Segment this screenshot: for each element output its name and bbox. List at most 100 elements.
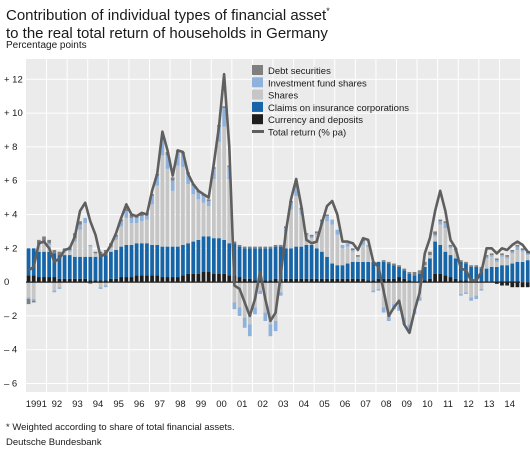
bar-debt xyxy=(263,246,268,249)
bar-debt xyxy=(469,265,473,267)
x-tick-label: 03 xyxy=(278,399,289,410)
bar-debt xyxy=(381,260,386,262)
bar-funds xyxy=(489,255,494,257)
bar-debt xyxy=(26,299,31,305)
bar-funds xyxy=(109,246,113,249)
bar-shares xyxy=(392,282,396,305)
bar-debt xyxy=(31,300,36,303)
bar-debt xyxy=(510,250,515,252)
bar-insurance xyxy=(103,255,108,281)
bar-shares xyxy=(26,282,31,298)
bar-insurance xyxy=(62,255,67,279)
bar-debt xyxy=(417,270,422,274)
y-tick-label: + 6 xyxy=(4,176,17,187)
bar-insurance xyxy=(386,263,391,279)
bar-insurance xyxy=(139,243,144,276)
bar-insurance xyxy=(458,261,463,281)
bar-shares xyxy=(289,209,293,249)
bar-currency xyxy=(464,280,468,283)
bar-funds xyxy=(438,221,443,225)
bar-insurance xyxy=(134,243,139,276)
bar-shares xyxy=(155,185,160,245)
bar-insurance xyxy=(119,246,124,278)
bar-funds xyxy=(145,214,149,220)
bar-insurance xyxy=(479,268,484,283)
bar-currency xyxy=(93,280,98,283)
bar-currency xyxy=(145,275,149,283)
x-tick-label: 98 xyxy=(175,399,186,410)
bar-funds xyxy=(57,287,62,289)
bar-debt xyxy=(397,265,401,267)
bar-funds xyxy=(469,297,473,301)
bar-insurance xyxy=(335,265,340,279)
bar-insurance xyxy=(67,255,72,279)
bar-debt xyxy=(258,246,262,249)
bar-shares xyxy=(273,282,278,322)
bar-insurance xyxy=(469,266,473,283)
bar-insurance xyxy=(325,256,329,279)
bar-insurance xyxy=(98,255,103,281)
bar-funds xyxy=(479,288,484,291)
footnote: * Weighted according to share of total f… xyxy=(6,422,235,433)
bar-currency xyxy=(62,278,67,283)
bar-debt xyxy=(448,244,453,247)
chart-title-line2: to the real total return of households i… xyxy=(6,25,328,42)
bar-shares xyxy=(474,282,479,296)
bar-funds xyxy=(31,299,36,301)
bar-currency xyxy=(510,282,515,288)
bar-currency xyxy=(520,282,525,288)
bar-funds xyxy=(381,307,386,313)
bar-shares xyxy=(505,258,509,266)
bar-debt xyxy=(170,177,175,181)
bar-insurance xyxy=(484,268,489,283)
bar-insurance xyxy=(278,246,283,279)
bar-insurance xyxy=(175,246,180,278)
bar-insurance xyxy=(381,261,386,279)
bar-debt xyxy=(206,199,211,201)
bar-funds xyxy=(361,241,365,245)
bar-currency xyxy=(494,282,499,284)
bar-currency xyxy=(453,278,458,283)
bar-funds xyxy=(330,219,335,225)
bar-debt xyxy=(124,207,129,212)
bar-shares xyxy=(258,282,262,291)
bar-insurance xyxy=(345,263,350,279)
bar-shares xyxy=(397,282,401,306)
bar-insurance xyxy=(407,273,412,281)
bar-funds xyxy=(83,217,88,223)
bar-funds xyxy=(242,317,247,328)
bar-funds xyxy=(525,253,530,256)
bar-insurance xyxy=(201,236,206,272)
bar-currency xyxy=(83,278,88,283)
bar-funds xyxy=(258,290,262,294)
bar-shares xyxy=(340,248,345,266)
bar-funds xyxy=(309,236,314,239)
bar-currency xyxy=(242,278,247,283)
bar-shares xyxy=(114,239,118,251)
bar-insurance xyxy=(433,241,437,274)
bar-currency xyxy=(340,278,345,283)
bar-insurance xyxy=(294,246,299,279)
bar-funds xyxy=(417,297,422,301)
legend-label-debt: Debt securities xyxy=(268,66,331,77)
bar-insurance xyxy=(47,251,52,278)
bar-funds xyxy=(464,292,468,294)
bar-insurance xyxy=(109,251,113,279)
bar-insurance xyxy=(145,243,149,276)
bar-currency xyxy=(191,273,196,283)
bar-debt xyxy=(78,221,82,225)
bar-insurance xyxy=(191,241,196,274)
bar-shares xyxy=(484,258,489,269)
bar-currency xyxy=(320,278,324,283)
bar-insurance xyxy=(330,263,335,279)
bar-shares xyxy=(150,204,154,245)
bar-insurance xyxy=(83,256,88,279)
bar-currency xyxy=(88,280,93,283)
bar-shares xyxy=(160,155,165,247)
bar-funds xyxy=(325,216,329,222)
bar-insurance xyxy=(124,244,129,278)
bar-funds xyxy=(494,260,499,262)
bar-debt xyxy=(443,221,448,223)
bar-insurance xyxy=(268,248,273,281)
bar-debt xyxy=(42,236,46,242)
